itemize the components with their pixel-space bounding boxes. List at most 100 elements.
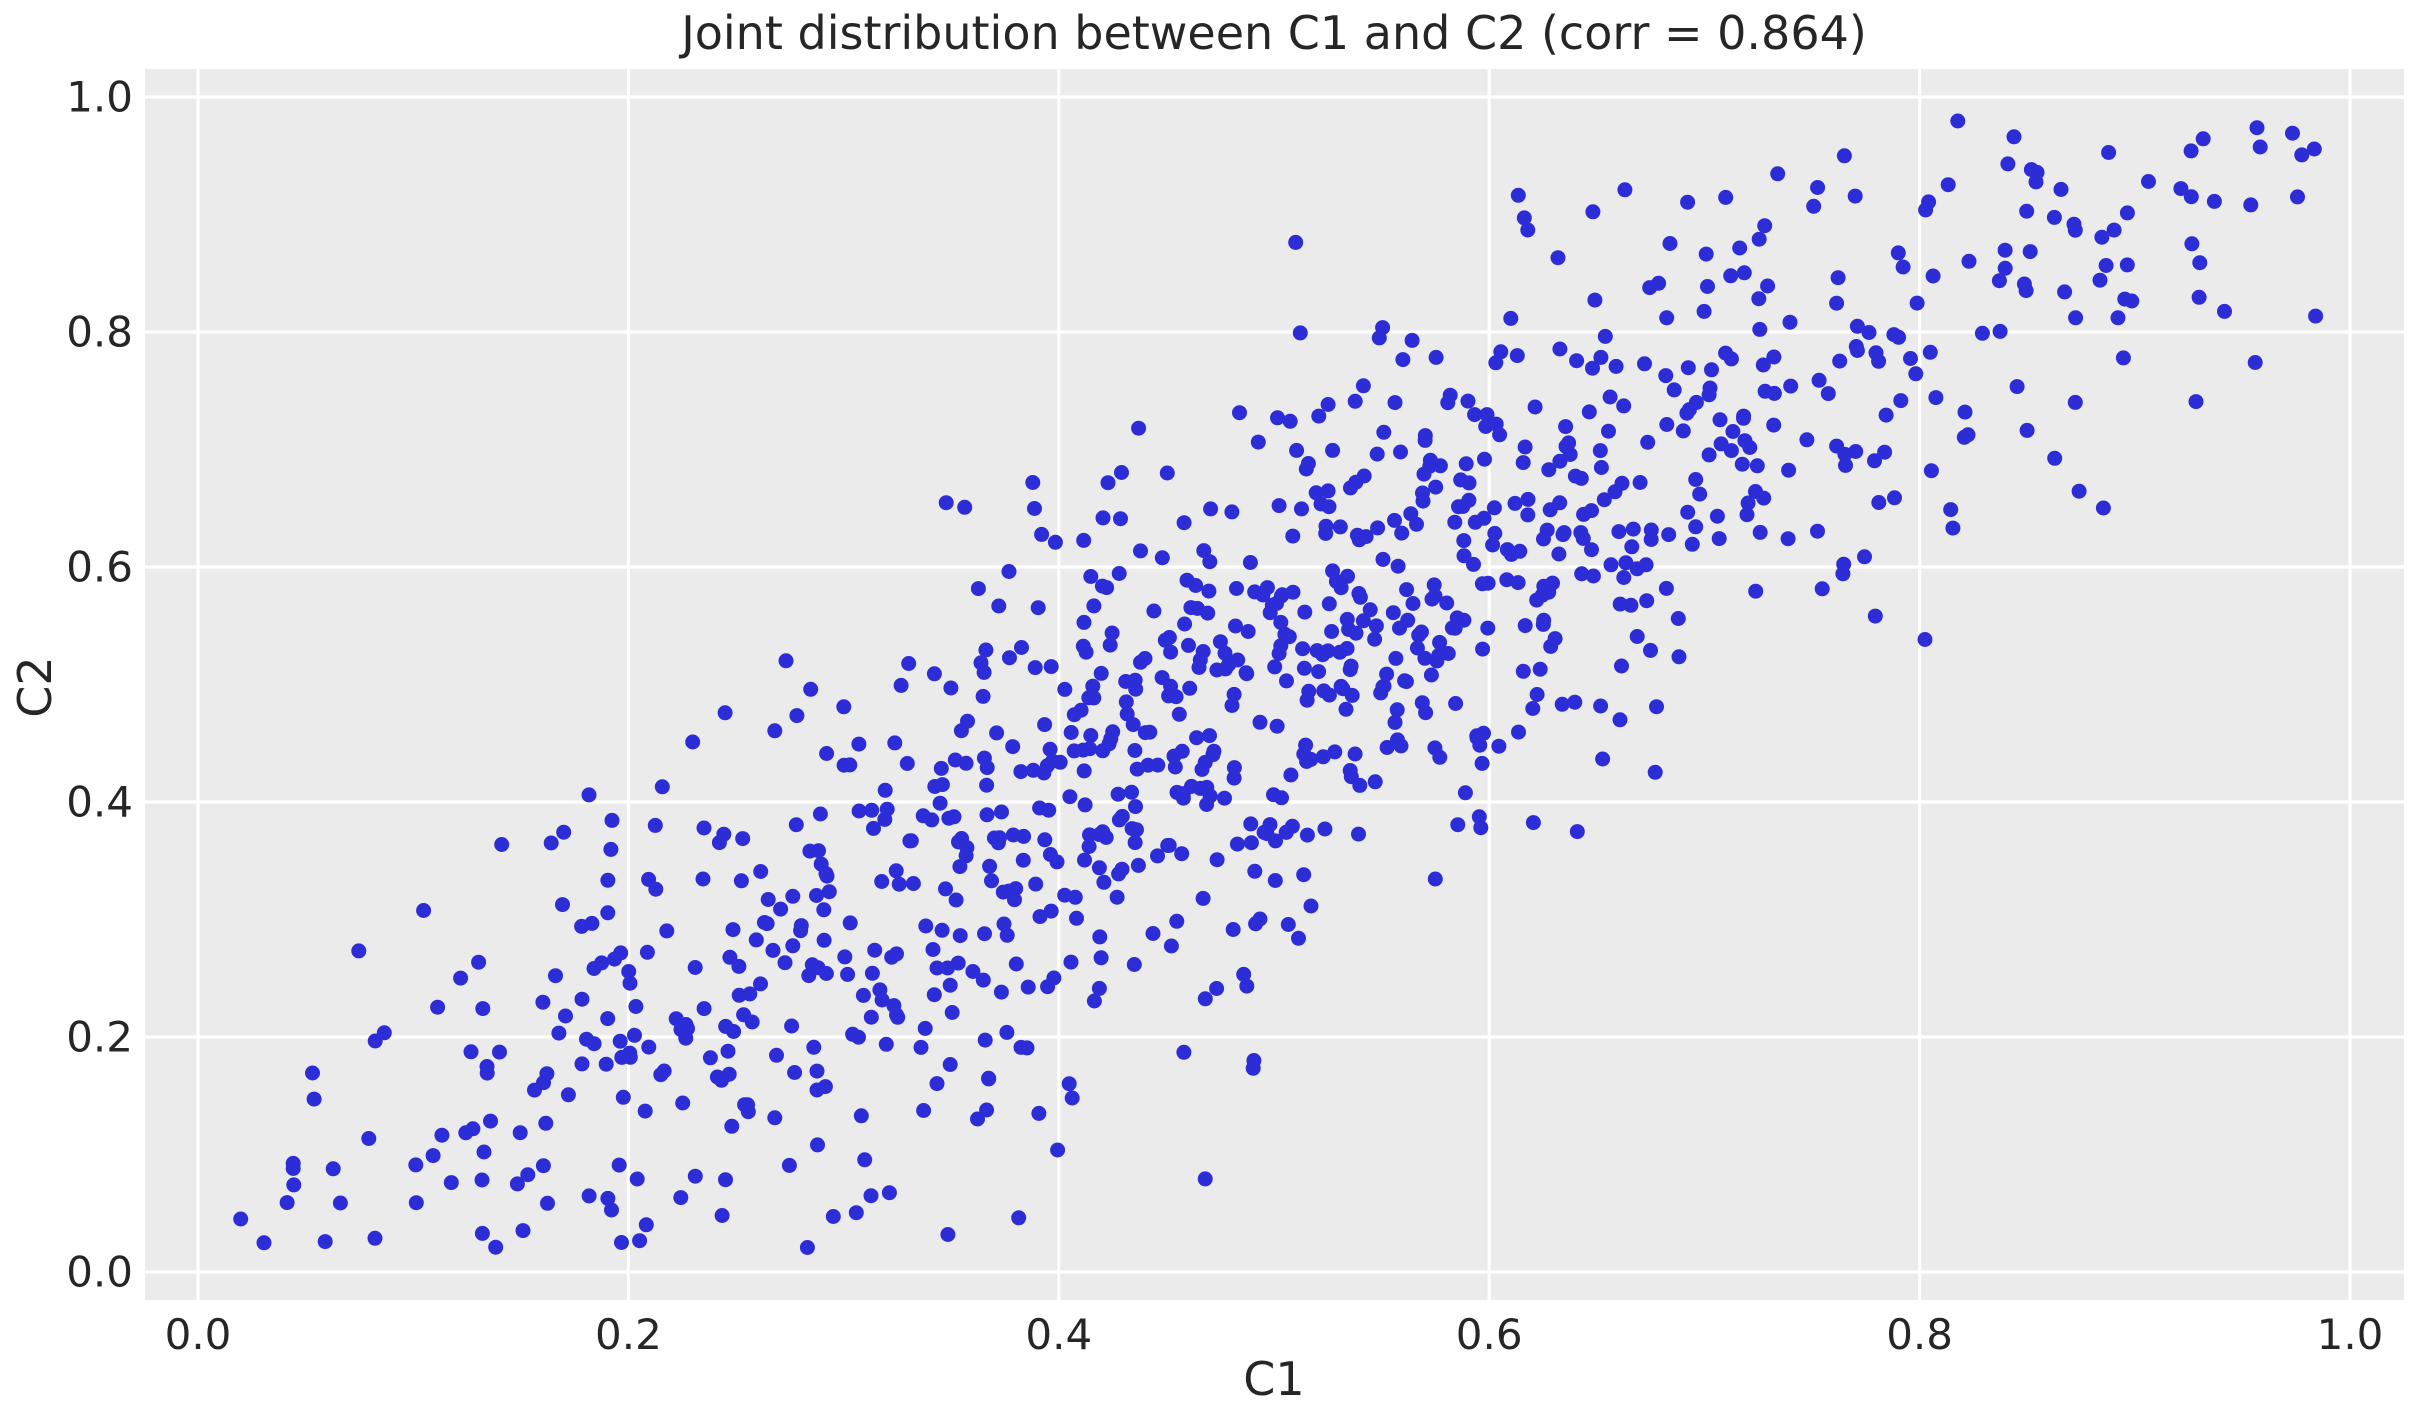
scatter-point [1269,718,1285,734]
scatter-point [818,966,834,981]
scatter-point [889,946,904,962]
scatter-point [1171,706,1187,722]
scatter-point [877,782,893,798]
scatter-point [1230,652,1246,668]
scatter-point [1311,664,1327,680]
scatter-point [1127,835,1143,851]
scatter-point [1688,394,1704,410]
scatter-point [1487,525,1503,541]
scatter-point [627,1027,642,1043]
scatter-point [819,746,835,761]
scatter-point [714,1208,730,1223]
y-axis-label: C2 [8,656,62,718]
scatter-point [581,1188,597,1204]
scatter-point [1603,557,1619,573]
scatter-point [857,1152,873,1168]
scatter-point [1440,395,1456,411]
scatter-point [1585,360,1600,376]
scatter-point [1102,637,1118,653]
scatter-point [1195,644,1211,659]
scatter-point [1184,778,1199,794]
scatter-point [685,734,701,750]
scatter-point [1639,593,1655,609]
scatter-point [2019,203,2035,219]
scatter-point [1145,926,1161,941]
scatter-point [1617,182,1633,198]
scatter-point [615,1089,631,1105]
scatter-point [1992,323,2008,339]
scatter-point [777,955,793,971]
scatter-point [756,915,772,930]
scatter-point [1246,1053,1262,1068]
scatter-point [474,1172,490,1188]
scatter-point [1283,767,1299,783]
scatter-point [1732,240,1748,256]
scatter-point [1001,564,1017,579]
scatter-point [1179,572,1195,588]
scatter-point [1477,451,1492,467]
scatter-point [1584,542,1599,558]
scatter-point [765,942,781,958]
scatter-point [1928,390,1944,406]
scatter-point [1174,743,1190,759]
scatter-point [1662,236,1678,251]
y-tick-label: 0.6 [66,542,133,592]
scatter-point [903,833,919,849]
scatter-point [581,787,597,803]
scatter-point [1469,728,1485,744]
scatter-point [1569,353,1585,369]
scatter-point [1146,603,1162,619]
scatter-point [673,1190,689,1206]
scatter-point [952,928,968,944]
scatter-point [994,804,1009,820]
scatter-point [735,831,751,847]
scatter-point [408,1157,424,1173]
scatter-point [1832,353,1848,369]
scatter-point [1781,462,1797,478]
scatter-point [1376,678,1392,694]
scatter-point [1267,873,1283,888]
scatter-point [1692,486,1708,502]
scatter-point [611,1157,627,1173]
scatter-point [1766,385,1782,401]
scatter-point [886,998,902,1014]
scatter-point [1539,522,1555,538]
scatter-point [984,873,999,889]
scatter-point [1389,702,1405,718]
scatter-point [696,1001,712,1017]
scatter-point [361,1131,377,1146]
scatter-point [781,1157,797,1173]
scatter-point [638,1217,654,1233]
scatter-point [1032,909,1048,925]
scatter-point [1126,957,1142,972]
scatter-point [999,1024,1015,1040]
scatter-point [492,1044,507,1060]
scatter-point [1945,520,1961,536]
scatter-point [325,1161,341,1177]
scatter-point [1169,784,1185,800]
scatter-point [1887,490,1902,506]
scatter-point [753,976,768,992]
scatter-point [1661,527,1677,543]
scatter-point [2285,125,2300,141]
scatter-point [867,942,883,958]
scatter-point [1243,835,1259,851]
scatter-point [979,1102,995,1118]
scatter-point [742,986,758,1002]
scatter-point [1034,526,1050,542]
scatter-point [1390,558,1406,574]
scatter-point [720,1043,736,1059]
scatter-point [1202,554,1218,570]
scatter-point [629,1171,645,1187]
scatter-point [1086,598,1102,614]
scatter-point [1189,730,1205,746]
scatter-point [1217,645,1233,661]
scatter-point [2119,257,2135,273]
scatter-point [2019,422,2035,438]
scatter-point [1427,871,1443,887]
scatter-point [1991,273,2007,289]
scatter-point [1643,642,1658,658]
scatter-point [1127,743,1143,758]
scatter-point [1890,245,1906,261]
